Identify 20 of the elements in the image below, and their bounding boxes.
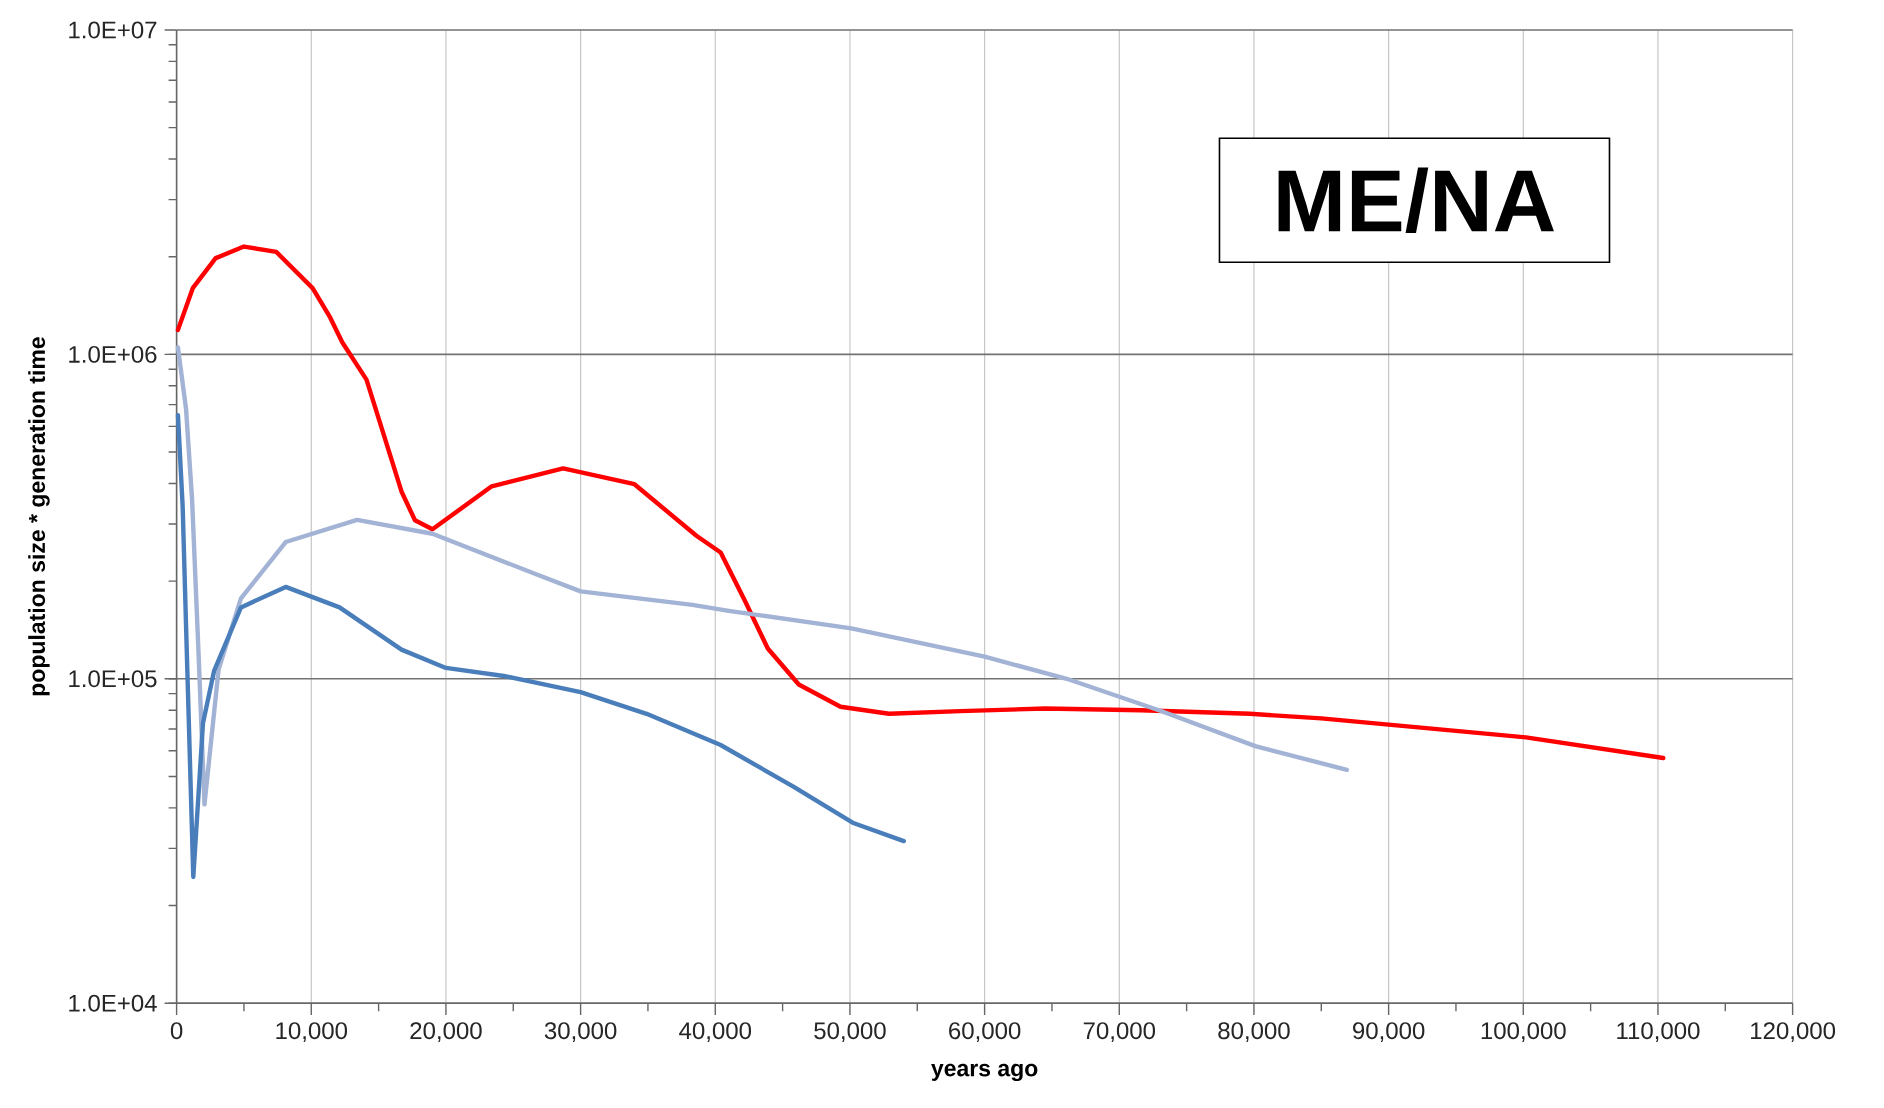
- x-tick-label: 60,000: [949, 1022, 1021, 1042]
- y-tick-label: 1.0E+06: [69, 345, 157, 363]
- x-tick-label: 10,000: [276, 1022, 348, 1042]
- x-tick-label: 90,000: [1353, 1022, 1425, 1042]
- x-tick-label: 40,000: [679, 1022, 752, 1042]
- x-tick-label: 110,000: [1617, 1022, 1700, 1042]
- y-tick-label: 1.0E+04: [69, 994, 157, 1012]
- x-axis-title: years ago: [931, 1063, 1038, 1082]
- text: ME/NA: [1278, 167, 1554, 234]
- y-tick-label: 1.0E+05: [69, 670, 157, 688]
- y-tick-label: 1.0E+07: [69, 21, 157, 39]
- x-tick-label: 80,000: [1218, 1022, 1290, 1042]
- y-axis-title: population size * generation time: [28, 337, 50, 696]
- x-tick-label: 70,000: [1083, 1022, 1156, 1042]
- x-tick-label: 120,000: [1751, 1022, 1836, 1042]
- x-tick-label: 30,000: [544, 1022, 617, 1042]
- x-tick-label: 50,000: [814, 1022, 886, 1042]
- x-tick-label: 20,000: [410, 1022, 482, 1042]
- x-tick-label: 100,000: [1481, 1022, 1566, 1042]
- x-tick-label: 0: [170, 1022, 183, 1040]
